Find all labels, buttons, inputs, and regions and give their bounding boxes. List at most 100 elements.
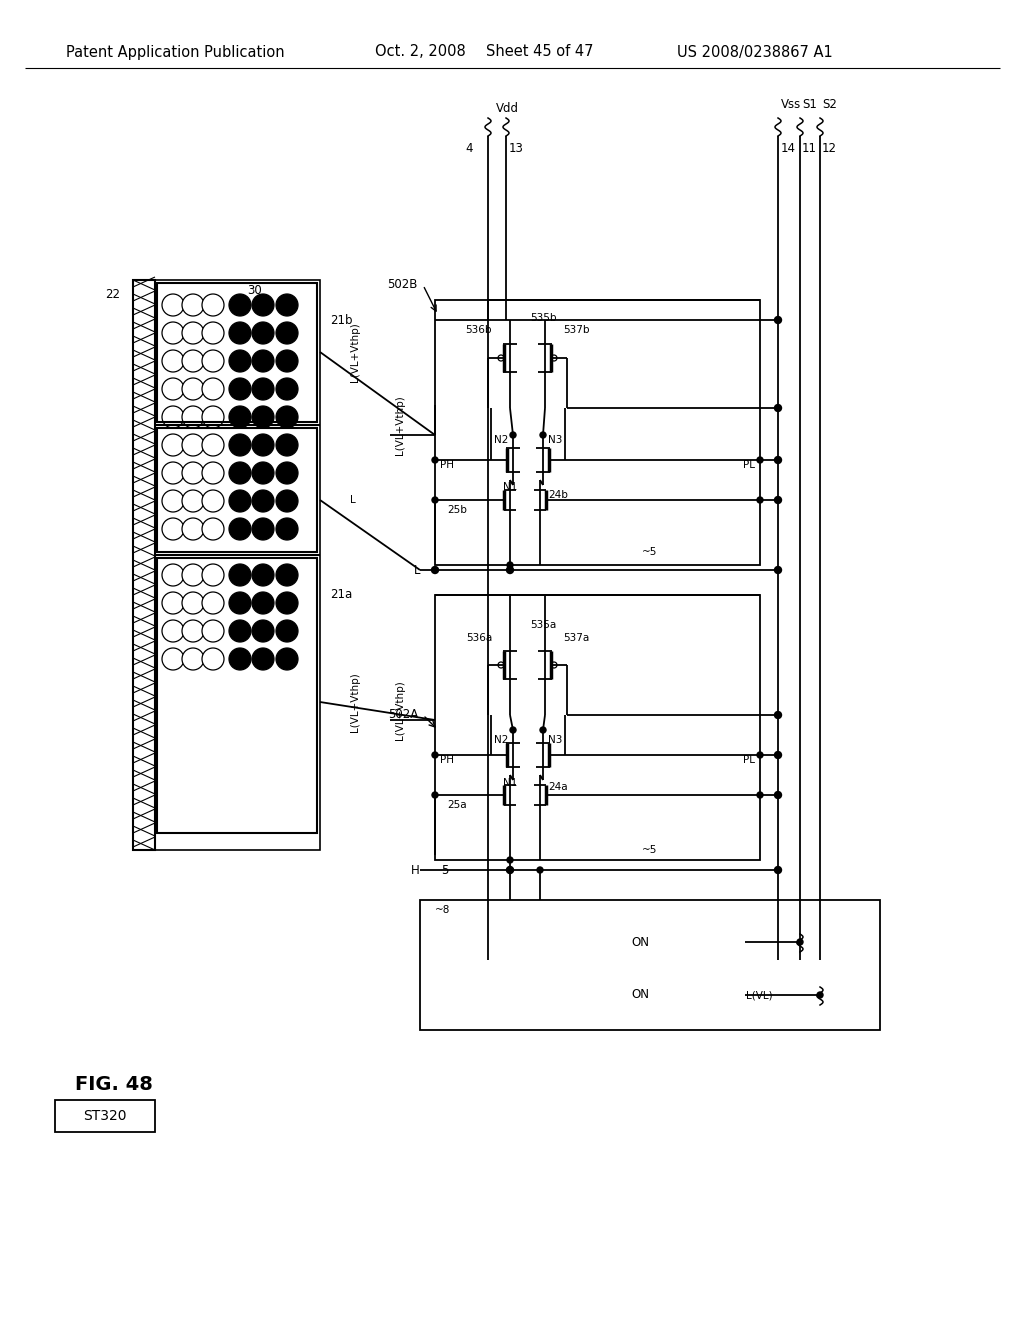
Circle shape xyxy=(229,322,251,345)
Text: 11: 11 xyxy=(802,141,817,154)
Circle shape xyxy=(252,378,274,400)
Circle shape xyxy=(252,462,274,484)
Text: 12: 12 xyxy=(822,141,837,154)
Text: ~8: ~8 xyxy=(435,906,451,915)
Circle shape xyxy=(498,355,504,360)
Circle shape xyxy=(276,517,298,540)
Bar xyxy=(435,300,760,565)
Text: N2: N2 xyxy=(494,436,508,445)
Circle shape xyxy=(757,457,763,463)
Circle shape xyxy=(162,322,184,345)
Circle shape xyxy=(162,294,184,315)
Circle shape xyxy=(507,562,513,568)
Text: PL: PL xyxy=(743,459,755,470)
Circle shape xyxy=(276,434,298,455)
Text: 14: 14 xyxy=(781,141,796,154)
Bar xyxy=(155,280,319,850)
Bar xyxy=(420,900,880,1030)
Text: L(VL+Vthp): L(VL+Vthp) xyxy=(395,680,406,741)
Circle shape xyxy=(498,663,504,668)
Circle shape xyxy=(162,620,184,642)
Text: 502A: 502A xyxy=(388,709,418,722)
Text: 502B: 502B xyxy=(388,279,418,292)
Text: N3: N3 xyxy=(548,436,562,445)
Circle shape xyxy=(774,866,781,874)
Text: ST320: ST320 xyxy=(83,1109,127,1123)
Text: Oct. 2, 2008: Oct. 2, 2008 xyxy=(375,45,465,59)
Circle shape xyxy=(252,517,274,540)
Text: PH: PH xyxy=(440,459,454,470)
Bar xyxy=(435,595,760,861)
Text: 4: 4 xyxy=(466,141,473,154)
Circle shape xyxy=(202,591,224,614)
Circle shape xyxy=(252,564,274,586)
Circle shape xyxy=(162,350,184,372)
Circle shape xyxy=(202,294,224,315)
Circle shape xyxy=(252,620,274,642)
Circle shape xyxy=(182,490,204,512)
Circle shape xyxy=(229,564,251,586)
Circle shape xyxy=(507,857,513,863)
Text: 25a: 25a xyxy=(447,800,467,810)
Circle shape xyxy=(276,564,298,586)
Circle shape xyxy=(182,620,204,642)
Circle shape xyxy=(202,490,224,512)
Circle shape xyxy=(276,378,298,400)
Circle shape xyxy=(162,378,184,400)
Text: 536a: 536a xyxy=(466,634,492,643)
Circle shape xyxy=(182,564,204,586)
Circle shape xyxy=(182,378,204,400)
Circle shape xyxy=(432,792,438,799)
Circle shape xyxy=(182,462,204,484)
Circle shape xyxy=(757,752,763,758)
Circle shape xyxy=(182,350,204,372)
Circle shape xyxy=(774,317,781,323)
Circle shape xyxy=(252,407,274,428)
Circle shape xyxy=(276,462,298,484)
Circle shape xyxy=(229,517,251,540)
Text: 25b: 25b xyxy=(447,506,467,515)
Text: ON: ON xyxy=(631,989,649,1002)
Circle shape xyxy=(229,648,251,671)
Text: L(VL+Vthp): L(VL+Vthp) xyxy=(395,395,406,455)
Text: 22: 22 xyxy=(105,289,120,301)
Text: FIG. 48: FIG. 48 xyxy=(75,1076,153,1094)
Text: 535a: 535a xyxy=(530,620,556,630)
Circle shape xyxy=(229,591,251,614)
Text: 24a: 24a xyxy=(548,781,567,792)
Circle shape xyxy=(757,792,763,799)
Circle shape xyxy=(252,350,274,372)
Text: S2: S2 xyxy=(822,99,837,111)
Text: 535b: 535b xyxy=(530,313,556,323)
Circle shape xyxy=(774,457,781,463)
Circle shape xyxy=(540,432,546,438)
Circle shape xyxy=(182,591,204,614)
Circle shape xyxy=(276,620,298,642)
Circle shape xyxy=(774,711,781,718)
Text: ~5: ~5 xyxy=(642,845,657,855)
Text: 5: 5 xyxy=(441,863,449,876)
Text: 13: 13 xyxy=(509,141,524,154)
Text: L: L xyxy=(414,564,420,577)
Text: 537b: 537b xyxy=(563,325,590,335)
Circle shape xyxy=(276,350,298,372)
Text: L(VL+Vthp): L(VL+Vthp) xyxy=(350,672,360,731)
Circle shape xyxy=(510,432,516,438)
Circle shape xyxy=(252,434,274,455)
Circle shape xyxy=(229,407,251,428)
Circle shape xyxy=(276,591,298,614)
Circle shape xyxy=(774,404,781,412)
Circle shape xyxy=(276,407,298,428)
Circle shape xyxy=(229,350,251,372)
Circle shape xyxy=(432,498,438,503)
Circle shape xyxy=(162,434,184,455)
Text: N1: N1 xyxy=(503,482,517,492)
Circle shape xyxy=(229,378,251,400)
Circle shape xyxy=(540,727,546,733)
Circle shape xyxy=(551,355,557,360)
Circle shape xyxy=(507,867,513,873)
Text: Vss: Vss xyxy=(781,99,801,111)
Text: PH: PH xyxy=(440,755,454,766)
Circle shape xyxy=(229,434,251,455)
Circle shape xyxy=(162,462,184,484)
